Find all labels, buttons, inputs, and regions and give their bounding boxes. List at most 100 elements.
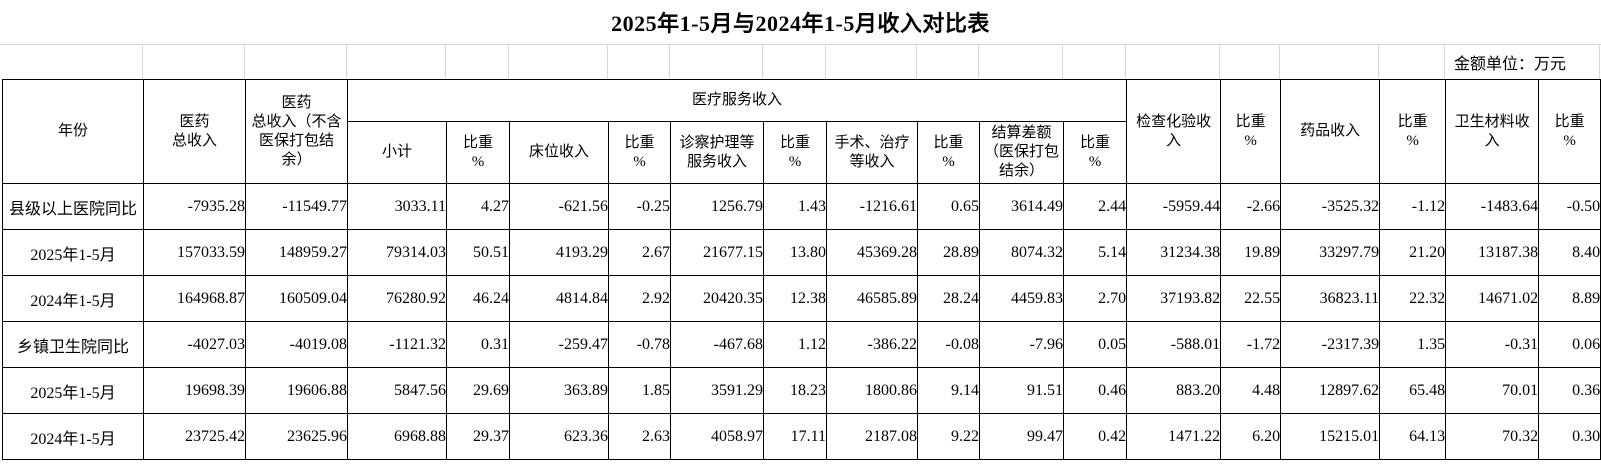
table-cell[interactable]: -2317.39 xyxy=(1280,321,1381,368)
row-label[interactable]: 2025年1-5月 xyxy=(2,367,144,414)
table-cell[interactable]: 29.69 xyxy=(446,367,510,414)
col-header-inspection-income[interactable]: 检查化验收 入 xyxy=(1126,79,1222,184)
table-cell[interactable]: -0.25 xyxy=(608,183,671,230)
col-header-proportion[interactable]: 比重 % xyxy=(1538,79,1601,184)
col-header-total-income[interactable]: 医药 总收入 xyxy=(143,79,246,184)
table-cell[interactable]: 1.12 xyxy=(763,321,827,368)
table-cell[interactable]: 17.11 xyxy=(763,413,827,460)
table-cell[interactable]: 1256.79 xyxy=(670,183,764,230)
table-cell[interactable]: 65.48 xyxy=(1379,367,1447,414)
table-cell[interactable]: -588.01 xyxy=(1126,321,1222,368)
table-cell[interactable]: 22.32 xyxy=(1379,275,1447,322)
table-cell[interactable]: 4058.97 xyxy=(670,413,764,460)
table-cell[interactable]: 3033.11 xyxy=(347,183,447,230)
table-cell[interactable]: 23625.96 xyxy=(245,413,348,460)
row-label[interactable]: 2025年1-5月 xyxy=(2,229,144,276)
row-label[interactable]: 2024年1-5月 xyxy=(2,275,144,322)
table-cell[interactable]: 46585.89 xyxy=(826,275,918,322)
table-cell[interactable]: 15215.01 xyxy=(1280,413,1381,460)
table-cell[interactable]: 8074.32 xyxy=(979,229,1064,276)
table-cell[interactable]: 20420.35 xyxy=(670,275,764,322)
col-header-proportion[interactable]: 比重 % xyxy=(1379,79,1447,184)
table-cell[interactable]: 883.20 xyxy=(1126,367,1222,414)
col-header-total-income-excl[interactable]: 医药 总收入（不含 医保打包结 余） xyxy=(245,79,348,184)
table-cell[interactable]: 70.01 xyxy=(1445,367,1540,414)
table-cell[interactable]: 157033.59 xyxy=(143,229,246,276)
table-cell[interactable]: -1483.64 xyxy=(1445,183,1540,230)
table-cell[interactable]: 0.05 xyxy=(1062,321,1128,368)
table-cell[interactable]: 0.31 xyxy=(446,321,510,368)
table-cell[interactable]: 0.46 xyxy=(1062,367,1128,414)
table-cell[interactable]: 99.47 xyxy=(979,413,1064,460)
table-cell[interactable]: 148959.27 xyxy=(245,229,348,276)
table-cell[interactable]: 13.80 xyxy=(763,229,827,276)
table-cell[interactable]: -3525.32 xyxy=(1280,183,1381,230)
table-cell[interactable]: -4027.03 xyxy=(143,321,246,368)
table-cell[interactable]: 4.27 xyxy=(446,183,510,230)
table-cell[interactable]: 2.92 xyxy=(608,275,671,322)
table-cell[interactable]: -0.78 xyxy=(608,321,671,368)
col-header-proportion[interactable]: 比重 % xyxy=(763,121,827,184)
col-header-proportion[interactable]: 比重 % xyxy=(1220,79,1282,184)
table-cell[interactable]: 29.37 xyxy=(446,413,510,460)
table-cell[interactable]: 2.44 xyxy=(1062,183,1128,230)
table-cell[interactable]: 1.43 xyxy=(763,183,827,230)
table-cell[interactable]: -4019.08 xyxy=(245,321,348,368)
table-cell[interactable]: -0.08 xyxy=(917,321,980,368)
col-header-proportion[interactable]: 比重 % xyxy=(917,121,980,184)
col-header-drug-income[interactable]: 药品收入 xyxy=(1280,79,1381,184)
table-cell[interactable]: 2.67 xyxy=(608,229,671,276)
table-cell[interactable]: 36823.11 xyxy=(1280,275,1381,322)
table-cell[interactable]: 9.14 xyxy=(917,367,980,414)
table-cell[interactable]: 1471.22 xyxy=(1126,413,1222,460)
table-cell[interactable]: 19698.39 xyxy=(143,367,246,414)
table-cell[interactable]: 18.23 xyxy=(763,367,827,414)
table-cell[interactable]: 12.38 xyxy=(763,275,827,322)
table-cell[interactable]: 4.48 xyxy=(1220,367,1282,414)
col-header-proportion[interactable]: 比重 % xyxy=(446,121,510,184)
table-cell[interactable]: -0.50 xyxy=(1538,183,1601,230)
table-cell[interactable]: 5847.56 xyxy=(347,367,447,414)
table-cell[interactable]: -7935.28 xyxy=(143,183,246,230)
table-cell[interactable]: 31234.38 xyxy=(1126,229,1222,276)
table-cell[interactable]: 22.55 xyxy=(1220,275,1282,322)
table-cell[interactable]: 0.30 xyxy=(1538,413,1601,460)
table-cell[interactable]: -1.12 xyxy=(1379,183,1447,230)
table-cell[interactable]: 1.85 xyxy=(608,367,671,414)
col-header-proportion[interactable]: 比重 % xyxy=(1062,121,1128,184)
col-header-settlement-diff[interactable]: 结算差额 （医保打包 结余） xyxy=(979,121,1064,184)
table-cell[interactable]: 91.51 xyxy=(979,367,1064,414)
table-cell[interactable]: -467.68 xyxy=(670,321,764,368)
row-label[interactable]: 2024年1-5月 xyxy=(2,413,144,460)
table-cell[interactable]: 623.36 xyxy=(509,413,609,460)
table-cell[interactable]: 2.70 xyxy=(1062,275,1128,322)
col-header-material-income[interactable]: 卫生材料收 入 xyxy=(1445,79,1540,184)
table-cell[interactable]: -621.56 xyxy=(509,183,609,230)
table-cell[interactable]: -259.47 xyxy=(509,321,609,368)
table-cell[interactable]: 19606.88 xyxy=(245,367,348,414)
table-cell[interactable]: 64.13 xyxy=(1379,413,1447,460)
table-cell[interactable]: 37193.82 xyxy=(1126,275,1222,322)
table-cell[interactable]: -1216.61 xyxy=(826,183,918,230)
col-header-subtotal[interactable]: 小计 xyxy=(347,121,447,184)
col-header-proportion[interactable]: 比重 % xyxy=(608,121,671,184)
table-cell[interactable]: 2187.08 xyxy=(826,413,918,460)
table-cell[interactable]: 4814.84 xyxy=(509,275,609,322)
table-cell[interactable]: 28.89 xyxy=(917,229,980,276)
table-cell[interactable]: 79314.03 xyxy=(347,229,447,276)
table-cell[interactable]: 9.22 xyxy=(917,413,980,460)
col-header-surgery-income[interactable]: 手术、治疗 等收入 xyxy=(826,121,918,184)
table-cell[interactable]: 19.89 xyxy=(1220,229,1282,276)
table-cell[interactable]: 23725.42 xyxy=(143,413,246,460)
row-label[interactable]: 县级以上医院同比 xyxy=(2,183,144,230)
table-cell[interactable]: 76280.92 xyxy=(347,275,447,322)
table-cell[interactable]: 50.51 xyxy=(446,229,510,276)
table-cell[interactable]: 21.20 xyxy=(1379,229,1447,276)
table-cell[interactable]: 1.35 xyxy=(1379,321,1447,368)
table-cell[interactable]: -386.22 xyxy=(826,321,918,368)
col-header-exam-nursing-income[interactable]: 诊察护理等 服务收入 xyxy=(670,121,764,184)
table-cell[interactable]: 45369.28 xyxy=(826,229,918,276)
row-label[interactable]: 乡镇卫生院同比 xyxy=(2,321,144,368)
table-cell[interactable]: 3614.49 xyxy=(979,183,1064,230)
col-header-bed-income[interactable]: 床位收入 xyxy=(509,121,609,184)
